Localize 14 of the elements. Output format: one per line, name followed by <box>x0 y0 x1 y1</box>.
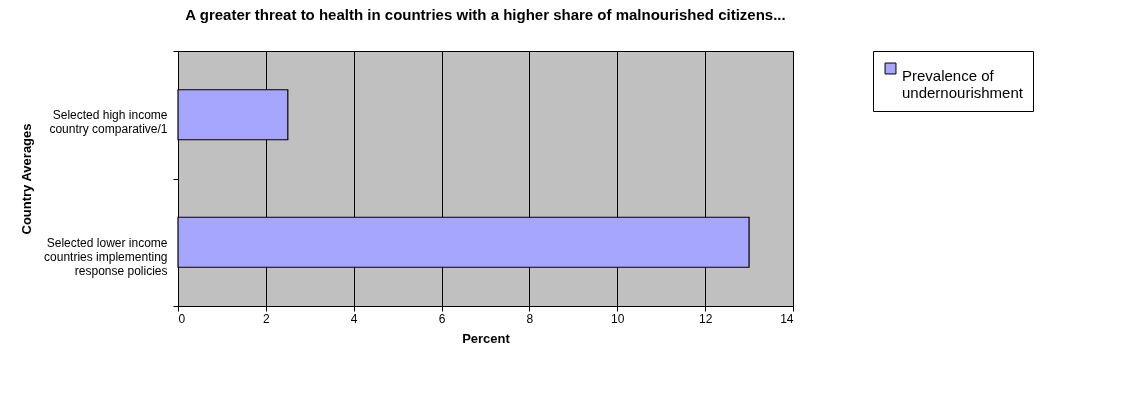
y-tick-label: Selected lower income countries implementing response policies <box>44 235 168 278</box>
x-tick-label: 8 <box>526 311 534 326</box>
x-tick-label: 0 <box>178 311 186 326</box>
legend-label: Prevalence of undernourishment <box>902 66 1024 101</box>
x-axis-title: Percent <box>462 330 511 346</box>
chart-title: A greater threat to health in countries with a higher share of malnourished citizens... <box>185 6 786 23</box>
y-tick-label: Selected high income country comparative/1 <box>49 108 168 137</box>
y-axis-title: Country Averages <box>19 123 35 235</box>
x-tick-label: 4 <box>350 311 358 326</box>
x-tick-label: 12 <box>698 311 713 326</box>
x-tick-label: 6 <box>438 311 446 326</box>
x-tick-label: 10 <box>611 311 625 326</box>
x-tick-label: 2 <box>263 311 271 326</box>
x-tick-label: 14 <box>780 311 794 326</box>
